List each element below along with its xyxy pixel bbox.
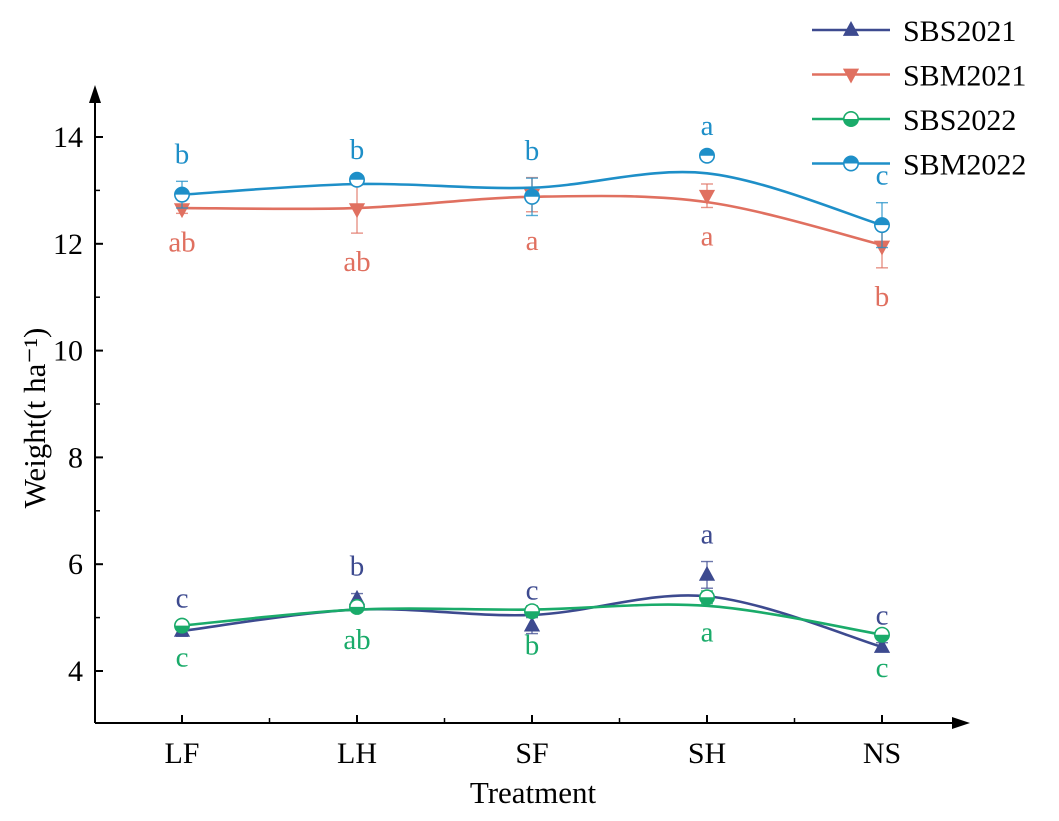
series-SBS2022: c ab b a c [174,589,890,684]
legend-item: SBM2021 [812,60,1026,93]
significance-label: c [526,575,539,607]
data-point [348,203,366,219]
significance-label: ab [343,624,370,656]
legend-item: SBM2022 [812,149,1026,182]
x-tick-label: NS [863,737,901,770]
y-axis-arrow [89,85,101,103]
legend-label: SBS2021 [903,15,1016,48]
y-tick-label: 10 [53,335,83,368]
data-point [698,589,715,606]
data-point [698,147,715,164]
significance-label: c [876,600,889,632]
legend-label: SBM2021 [903,60,1026,93]
significance-label: b [875,281,890,313]
x-tick-label: SF [515,737,548,770]
y-axis-title: Weight(t ha⁻¹) [17,328,52,509]
significance-label: c [176,583,189,615]
legend-marker [842,68,860,84]
data-point [523,616,541,632]
legend-item: SBS2021 [812,15,1016,48]
data-point [523,188,540,205]
data-point [873,217,890,234]
significance-label: ab [168,226,195,258]
data-point [698,189,716,205]
significance-label: a [526,225,539,257]
significance-label: b [525,630,540,662]
significance-label: b [175,138,190,170]
significance-label: b [350,551,365,583]
data-point [348,171,365,188]
legend-marker [842,21,860,36]
data-point [523,603,540,620]
y-tick-label: 12 [53,228,83,261]
data-point [698,565,716,581]
axes: 4 6 8 10 12 14 LF LH SF SH NS [53,85,970,770]
significance-label: c [176,641,189,673]
series-SBM2022: b b b a c [174,110,890,249]
significance-label: a [701,617,714,649]
significance-label: a [701,110,714,142]
y-tick-label: 4 [68,655,83,688]
legend: SBS2021 SBM2021 SBS2022 SBM2022 [812,15,1026,182]
data-point [173,203,191,219]
legend-label: SBM2022 [903,149,1026,182]
x-axis-arrow [952,717,970,729]
significance-label: c [876,652,889,684]
x-tick-label: LH [337,737,377,770]
y-tick-label: 6 [68,548,83,581]
x-axis-title: Treatment [470,775,597,810]
x-tick-label: SH [688,737,726,770]
significance-label: c [876,160,889,192]
legend-label: SBS2022 [903,104,1016,137]
significance-label: b [350,134,365,166]
legend-marker [842,155,859,172]
significance-label: ab [343,246,370,278]
significance-label: a [701,519,714,551]
series-line [181,170,883,227]
data-point [873,626,890,643]
legend-item: SBS2022 [812,104,1016,137]
data-point [174,186,191,203]
data-point [873,637,891,653]
legend-marker [842,111,859,128]
y-tick-label: 14 [53,121,83,154]
data-point [348,598,365,615]
significance-label: a [701,220,714,252]
x-tick-label: LF [164,737,199,770]
y-tick-label: 8 [68,441,83,474]
data-point [174,617,191,634]
significance-label: b [525,135,540,167]
